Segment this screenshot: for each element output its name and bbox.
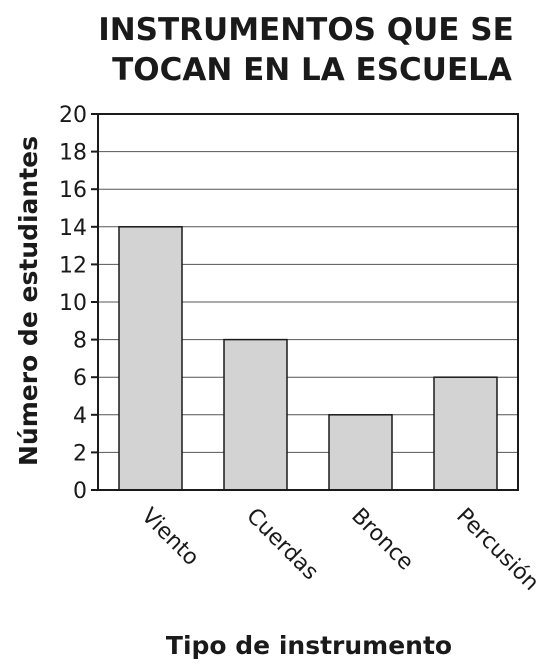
y-axis-ticks: 0 2 4 6 8 10 12 14 16 18 20 (59, 103, 98, 504)
x-category-label: Cuerdas (241, 504, 323, 586)
y-tick-label: 4 (73, 404, 87, 429)
bar-viento (118, 226, 183, 491)
y-tick-label: 6 (73, 366, 87, 391)
x-category-label: Bronce (346, 504, 418, 576)
bars (118, 226, 498, 491)
y-tick-label: 8 (73, 329, 87, 354)
y-tick-label: 16 (59, 178, 87, 203)
x-axis-category-labels: Viento Cuerdas Bronce Percusión (136, 504, 541, 596)
y-tick-label: 20 (59, 103, 87, 128)
bar-cuerdas (223, 338, 288, 491)
x-category-label: Viento (136, 504, 203, 571)
chart-title-line-2: TOCAN EN LA ESCUELA (112, 52, 512, 88)
y-tick-label: 12 (59, 253, 87, 278)
x-category-label: Percusión (451, 504, 541, 596)
y-axis-title: Número de estudiantes (14, 136, 43, 466)
y-tick-label: 18 (59, 141, 87, 166)
y-tick-label: 2 (73, 441, 87, 466)
x-axis-title: Tipo de instrumento (166, 631, 452, 660)
y-tick-label: 10 (59, 291, 87, 316)
chart-title-line-1: INSTRUMENTOS QUE SE (98, 12, 514, 48)
y-tick-label: 14 (59, 216, 87, 241)
y-tick-label: 0 (73, 479, 87, 504)
bar-bronce (328, 414, 393, 491)
bar-percusión (433, 376, 498, 491)
